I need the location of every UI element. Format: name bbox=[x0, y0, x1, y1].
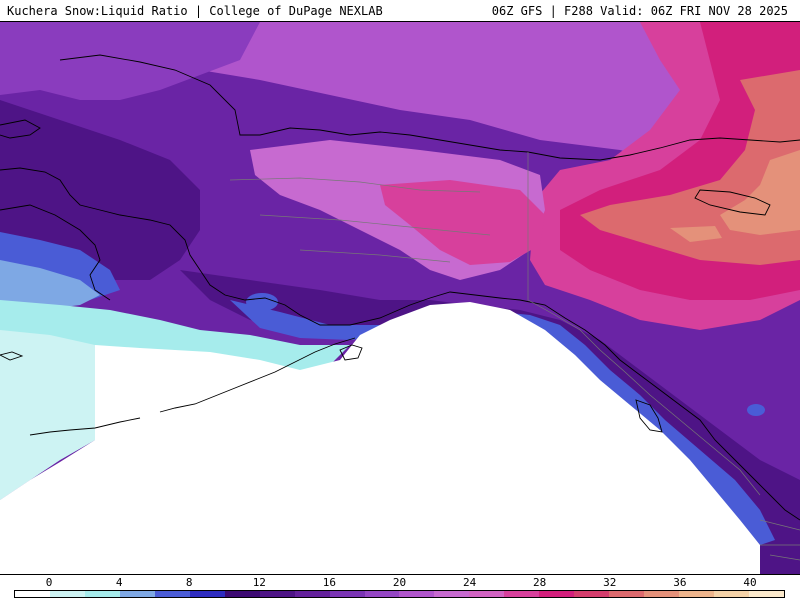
legend-swatch bbox=[539, 591, 575, 597]
legend-tick-label: 16 bbox=[322, 576, 337, 589]
bc-blue-spot bbox=[747, 404, 765, 416]
legend-tick-label: 12 bbox=[252, 576, 266, 589]
political-borders bbox=[229, 152, 800, 561]
legend-tick-label: 24 bbox=[462, 576, 477, 589]
legend-swatch bbox=[609, 591, 645, 597]
model-run-info: 06Z GFS | F288 Valid: 06Z FRI NOV 28 202… bbox=[491, 4, 788, 18]
legend-swatch bbox=[574, 591, 610, 597]
cook-inlet-blue-spot bbox=[246, 293, 278, 311]
legend-swatch bbox=[679, 591, 715, 597]
legend-swatch bbox=[714, 591, 750, 597]
north-violet-region bbox=[120, 22, 800, 180]
legend-swatch bbox=[434, 591, 470, 597]
legend-swatch bbox=[329, 591, 365, 597]
southcentral-blue-band bbox=[230, 300, 775, 545]
legend-swatch bbox=[119, 591, 155, 597]
legend-tick-label: 8 bbox=[185, 576, 193, 589]
legend-swatch bbox=[294, 591, 330, 597]
legend-tick-labels: 0 4 8 12 16 20 24 28 32 36 40 bbox=[0, 575, 800, 589]
legend-swatch bbox=[644, 591, 680, 597]
western-dark-purple bbox=[0, 100, 200, 280]
legend-swatch bbox=[364, 591, 400, 597]
interior-magenta-region bbox=[380, 180, 545, 265]
bering-cyan-light-region bbox=[0, 330, 95, 500]
yukon-peach-region bbox=[720, 150, 800, 235]
arctic-purple-patch bbox=[0, 22, 260, 100]
legend-swatch bbox=[15, 591, 50, 597]
legend-swatch bbox=[259, 591, 295, 597]
legend-tick-label: 0 bbox=[45, 576, 53, 589]
snow-ratio-map bbox=[0, 22, 800, 575]
legend-tick-label: 4 bbox=[115, 576, 123, 589]
legend-tick-label: 32 bbox=[603, 576, 617, 589]
yukon-peach-small bbox=[670, 226, 722, 242]
legend-swatch bbox=[49, 591, 85, 597]
legend-tick-label: 40 bbox=[743, 576, 757, 589]
map-header: Kuchera Snow:Liquid Ratio | College of D… bbox=[0, 0, 800, 22]
legend-swatch bbox=[469, 591, 505, 597]
legend-tick-label: 28 bbox=[533, 576, 547, 589]
legend-swatch bbox=[84, 591, 120, 597]
south-coast-dark-purple bbox=[180, 270, 800, 574]
legend-color-bar bbox=[14, 590, 785, 598]
legend-tick-label: 36 bbox=[673, 576, 687, 589]
gulf-of-alaska-ocean bbox=[0, 302, 760, 574]
west-blue-light-band bbox=[0, 260, 100, 310]
legend-swatch bbox=[504, 591, 540, 597]
legend-swatch bbox=[749, 591, 784, 597]
legend-swatch bbox=[224, 591, 260, 597]
color-scale-legend: 0 4 8 12 16 20 24 28 32 36 40 bbox=[0, 575, 800, 600]
legend-swatch bbox=[399, 591, 435, 597]
coastlines bbox=[0, 54, 800, 521]
legend-tick-label: 20 bbox=[392, 576, 407, 589]
legend-swatch bbox=[189, 591, 225, 597]
legend-swatch bbox=[154, 591, 190, 597]
product-title: Kuchera Snow:Liquid Ratio | College of D… bbox=[7, 4, 383, 18]
